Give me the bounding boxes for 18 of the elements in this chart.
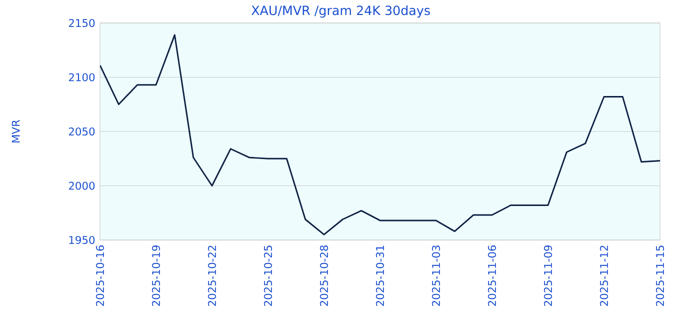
x-tick-label: 2025-11-03 xyxy=(432,246,440,306)
x-tick-label: 2025-11-09 xyxy=(544,245,552,306)
x-tick-label: 2025-10-28 xyxy=(320,245,328,306)
x-tick-label: 2025-11-15 xyxy=(656,246,664,306)
y-tick-label: 2100 xyxy=(68,73,95,82)
y-tick-label: 2000 xyxy=(68,182,95,190)
x-tick-label: 2025-10-16 xyxy=(96,245,104,306)
x-tick-label: 2025-10-25 xyxy=(264,246,272,306)
x-tick-label: 2025-10-31 xyxy=(376,246,384,306)
y-tick-label: 2050 xyxy=(68,127,95,136)
chart-title: XAU/MVR /gram 24K 30days xyxy=(251,5,430,18)
x-tick-label: 2025-11-12 xyxy=(600,246,608,306)
x-tick-label: 2025-10-22 xyxy=(208,246,216,306)
x-tick-label: 2025-11-06 xyxy=(488,245,496,306)
y-tick-label: 2150 xyxy=(68,18,95,28)
y-tick-label: 1950 xyxy=(69,236,95,244)
x-tick-label: 2025-10-19 xyxy=(152,245,160,306)
y-axis-title: MVR xyxy=(12,120,20,142)
